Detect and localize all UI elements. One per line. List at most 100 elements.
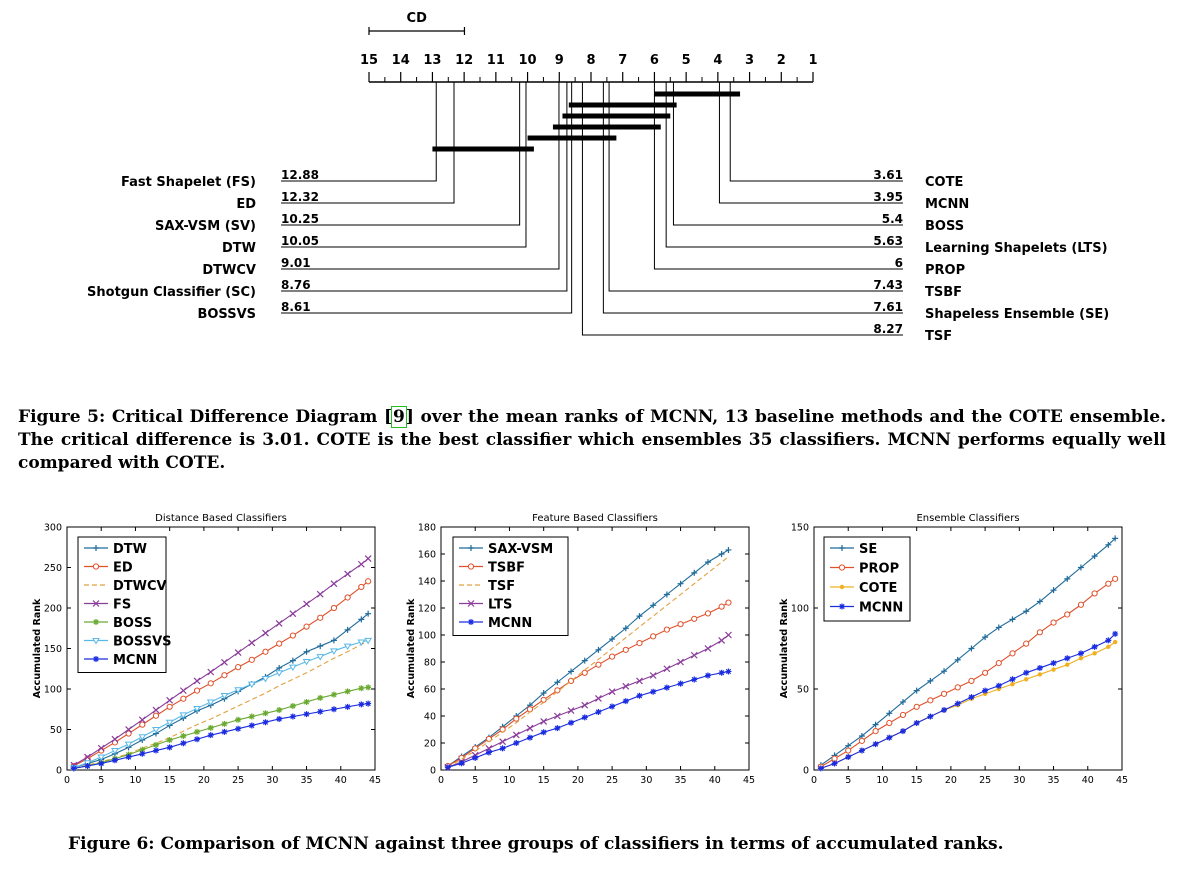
y-tick-label: 80: [424, 658, 436, 669]
data-point-cote: [1010, 681, 1015, 687]
method-rank-prop: 6: [895, 256, 903, 270]
x-tick-label: 10: [876, 775, 888, 786]
method-connector: [653, 82, 903, 270]
method-rank-shapeless-ensemble-se: 7.61: [873, 300, 903, 314]
data-point-ed: [92, 563, 100, 570]
data-point-lts: [649, 672, 657, 679]
rank-axis-tick-label: 8: [586, 53, 595, 68]
x-tick-label: 10: [503, 775, 515, 786]
data-point-dtw: [93, 545, 99, 551]
data-point-lts: [622, 682, 630, 690]
legend-label-lts: LTS: [488, 598, 512, 613]
series-line-dtwcv: [73, 640, 369, 769]
chart-title: Feature Based Classifiers: [532, 513, 658, 524]
data-point-fs: [92, 600, 100, 607]
y-tick-label: 200: [44, 604, 62, 615]
method-name-dtwcv: DTWCV: [202, 263, 256, 278]
data-point-tsbf: [609, 653, 616, 660]
method-rank-tsbf: 7.43: [873, 278, 903, 292]
data-point-dtw: [344, 626, 351, 633]
y-tick-label: 180: [418, 523, 436, 534]
data-point-cote: [1106, 644, 1111, 650]
data-point-fs: [220, 658, 228, 666]
legend-label-bossvs: BOSSVS: [113, 635, 172, 650]
data-point-se: [886, 710, 893, 717]
y-tick-label: 100: [791, 604, 809, 615]
data-point-tsbf: [513, 715, 520, 722]
rank-axis-tick-label: 6: [650, 53, 659, 68]
data-point-ed: [276, 640, 283, 647]
data-point-mcnn: [1091, 643, 1098, 650]
data-point-bossvs: [92, 638, 100, 645]
data-point-ed: [303, 623, 310, 630]
data-point-mcnn: [581, 714, 588, 721]
data-point-sax-vsm: [725, 546, 732, 553]
x-tick-label: 5: [472, 775, 478, 786]
data-point-mcnn: [485, 749, 492, 756]
data-point-mcnn: [609, 703, 616, 710]
data-point-mcnn: [166, 744, 173, 751]
y-tick-label: 120: [418, 604, 436, 615]
data-point-mcnn: [858, 747, 865, 754]
method-name-sax-vsm-sv: SAX-VSM (SV): [155, 219, 256, 234]
data-point-mcnn: [330, 706, 337, 713]
data-point-boss: [93, 619, 99, 625]
rank-axis-tick-label: 7: [618, 53, 627, 68]
chart-title: Ensemble Classifiers: [916, 513, 1019, 524]
data-point-bossvs: [288, 664, 297, 672]
legend-label-mcnn: MCNN: [859, 601, 903, 616]
data-point-prop: [982, 669, 989, 676]
data-point-lts: [467, 600, 475, 607]
data-point-sax-vsm: [650, 602, 657, 609]
method-name-ed: ED: [236, 197, 256, 212]
data-point-bossvs: [138, 734, 147, 741]
data-point-sax-vsm: [663, 591, 670, 598]
critical-difference-diagram: CD 15 14 13 12 11 10 9 8 7 6 5 4 3 2 1 Fast Shapelet (FS…: [87, 11, 1109, 344]
legend-label-sax-vsm: SAX-VSM: [488, 542, 553, 557]
data-point-bossvs: [275, 670, 284, 677]
data-point-lts: [553, 712, 561, 720]
citation-link[interactable]: 9: [391, 406, 407, 428]
data-point-lts: [677, 658, 684, 666]
data-point-cote: [996, 686, 1001, 692]
data-point-mcnn: [725, 668, 732, 675]
data-point-cote: [1023, 677, 1029, 682]
data-point-mcnn: [839, 603, 845, 610]
data-point-se: [1036, 598, 1043, 605]
data-point-mcnn: [568, 719, 575, 726]
y-tick-label: 150: [791, 523, 809, 534]
cd-label: CD: [407, 11, 428, 26]
method-name-cote: COTE: [925, 175, 963, 190]
y-axis-label: Accumulated Rank: [779, 598, 790, 698]
data-point-mcnn: [289, 713, 296, 720]
y-tick-label: 250: [44, 563, 62, 574]
data-point-lts: [663, 665, 671, 673]
x-tick-label: 35: [1048, 775, 1060, 786]
data-point-mcnn: [831, 760, 838, 767]
data-point-sax-vsm: [595, 646, 602, 653]
y-tick-label: 100: [44, 685, 62, 696]
data-point-mcnn: [886, 734, 893, 741]
data-point-mcnn: [663, 684, 670, 691]
data-point-prop: [968, 677, 975, 685]
data-point-sax-vsm: [677, 580, 684, 587]
data-point-bossvs: [364, 637, 373, 645]
data-point-ed: [152, 712, 160, 719]
data-point-ed: [344, 594, 351, 601]
data-point-lts: [594, 695, 602, 702]
data-point-tsbf: [622, 646, 629, 653]
y-tick-label: 100: [418, 631, 436, 642]
figure-5-caption-post: over the mean ranks of MCNN, 13 baseline…: [18, 407, 1167, 473]
chart-distance-based-classifiers: Distance Based Classifiers Accumulated Ra…: [32, 513, 381, 786]
data-point-bossvs: [206, 699, 215, 706]
rank-axis-tick-label: 3: [745, 53, 754, 68]
data-point-boss: [330, 691, 337, 698]
data-point-lts: [636, 677, 643, 685]
figure-6-caption-text: Comparison of MCNN against three groups …: [160, 834, 1004, 854]
data-point-prop: [1050, 619, 1057, 626]
data-point-tsbf: [581, 669, 588, 676]
data-point-mcnn: [622, 698, 629, 705]
data-point-mcnn: [954, 700, 961, 707]
data-point-mcnn: [540, 729, 547, 736]
x-tick-label: 10: [129, 775, 141, 786]
